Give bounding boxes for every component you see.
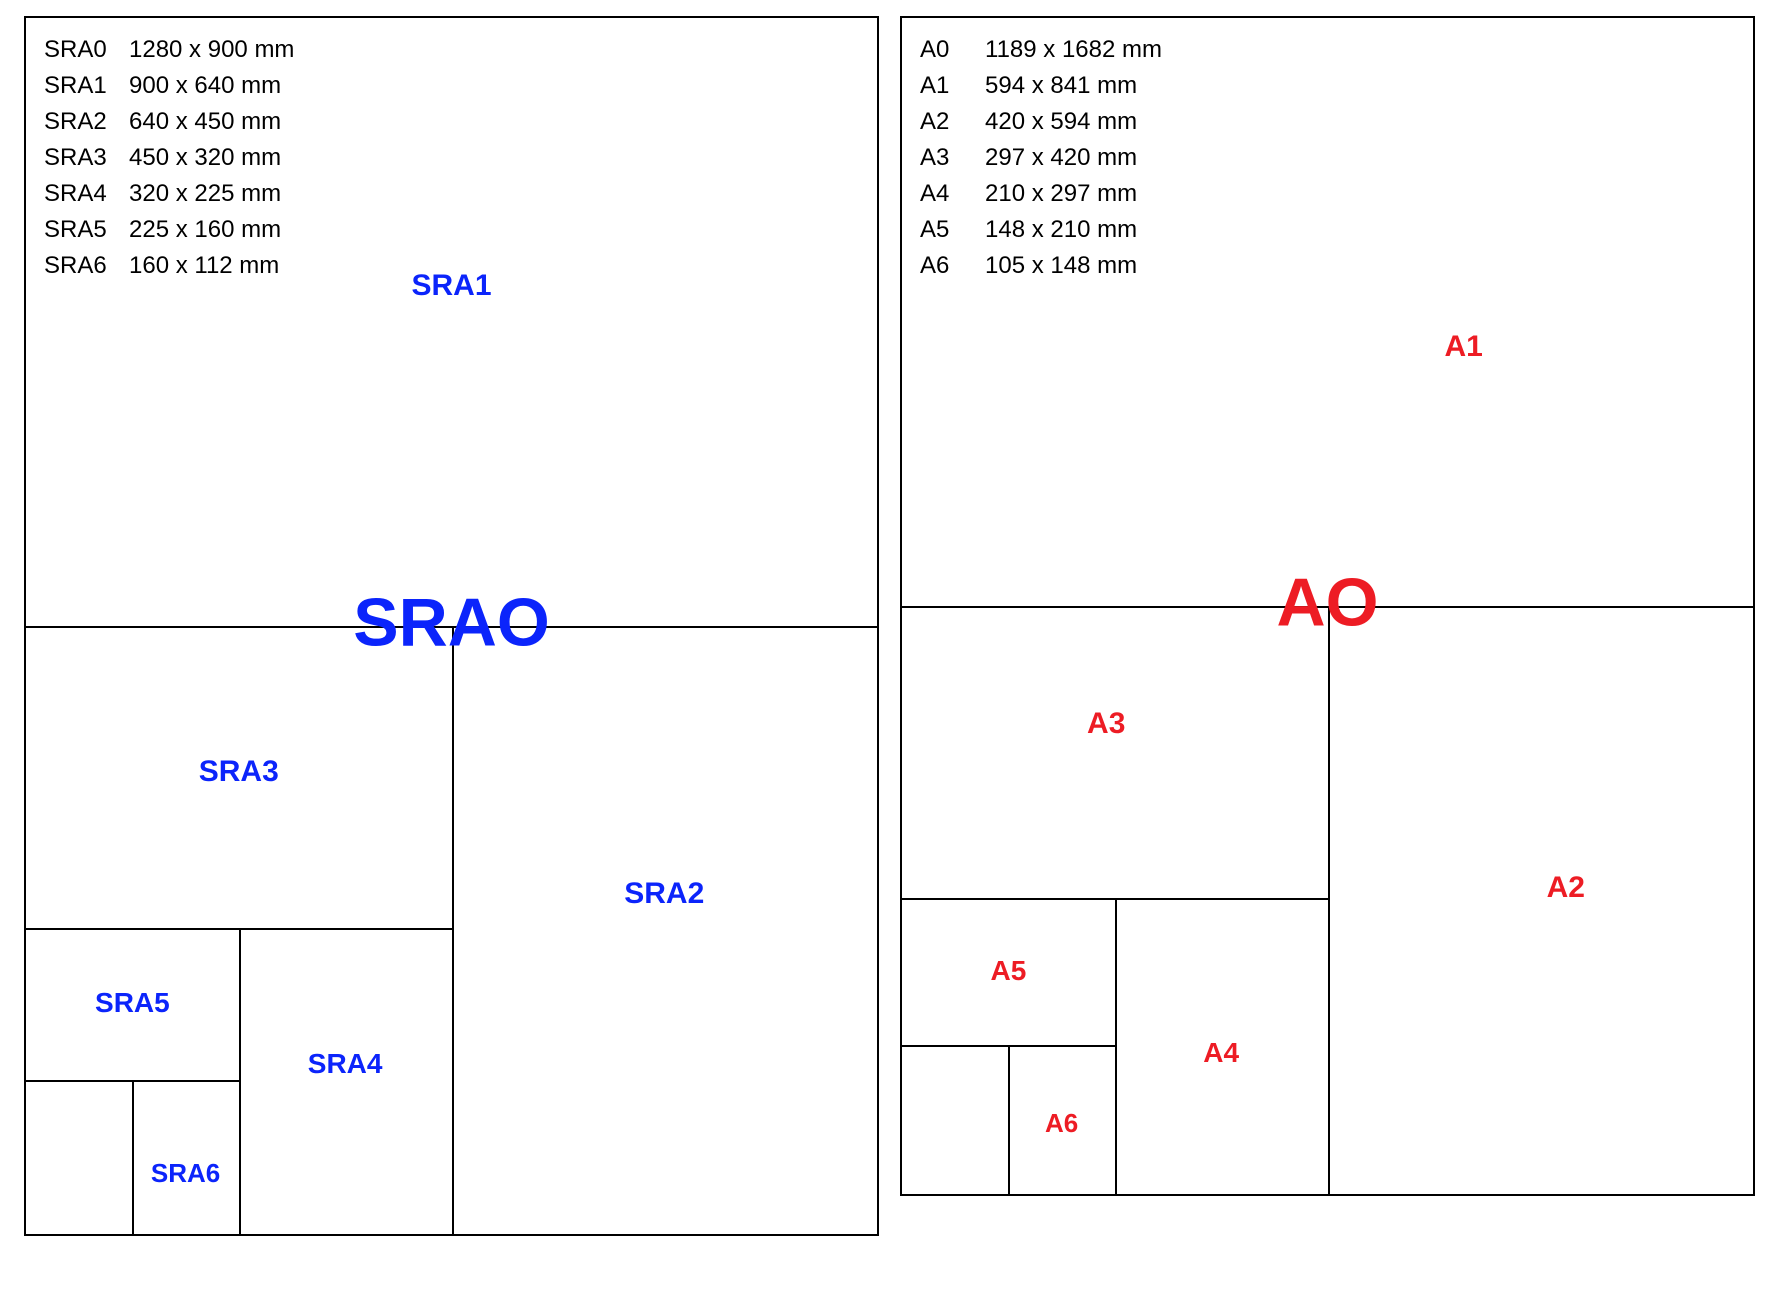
legend-key: SRA5 [44, 212, 129, 248]
legend-value: 900 x 640 mm [129, 68, 281, 104]
legend-row: A6 105 x 148 mm [920, 248, 1162, 284]
legend-row: SRA4 320 x 225 mm [44, 176, 294, 212]
sra5-label: SRA5 [95, 989, 170, 1017]
a2-box [1328, 606, 1754, 1194]
a2-label: A2 [1547, 873, 1585, 903]
legend-value: 420 x 594 mm [985, 104, 1137, 140]
legend-key: A1 [920, 68, 985, 104]
legend-row: SRA5 225 x 160 mm [44, 212, 294, 248]
legend-row: A0 1189 x 1682 mm [920, 32, 1162, 68]
legend-key: SRA1 [44, 68, 129, 104]
a4-label: A4 [1203, 1039, 1239, 1067]
legend-row: A1 594 x 841 mm [920, 68, 1162, 104]
legend-key: A5 [920, 212, 985, 248]
sra-panel: SRA0 1280 x 900 mm SRA1 900 x 640 mm SRA… [24, 16, 879, 1236]
legend-value: 1280 x 900 mm [129, 32, 294, 68]
legend-value: 594 x 841 mm [985, 68, 1137, 104]
legend-row: A4 210 x 297 mm [920, 176, 1162, 212]
a-legend: A0 1189 x 1682 mm A1 594 x 841 mm A2 420… [920, 32, 1162, 284]
sra6-label: SRA6 [151, 1160, 220, 1186]
legend-row: SRA6 160 x 112 mm [44, 248, 294, 284]
a-panel: A0 1189 x 1682 mm A1 594 x 841 mm A2 420… [900, 16, 1755, 1196]
sra3-label: SRA3 [199, 757, 279, 787]
legend-value: 640 x 450 mm [129, 104, 281, 140]
legend-value: 160 x 112 mm [129, 248, 279, 284]
legend-row: A2 420 x 594 mm [920, 104, 1162, 140]
legend-row: A5 148 x 210 mm [920, 212, 1162, 248]
legend-key: SRA4 [44, 176, 129, 212]
legend-row: SRA3 450 x 320 mm [44, 140, 294, 176]
legend-row: SRA1 900 x 640 mm [44, 68, 294, 104]
a3-box [902, 606, 1328, 900]
legend-value: 210 x 297 mm [985, 176, 1137, 212]
legend-value: 320 x 225 mm [129, 176, 281, 212]
sra1-label: SRA1 [411, 271, 491, 301]
legend-key: SRA0 [44, 32, 129, 68]
sra2-label: SRA2 [624, 879, 704, 909]
a3-label: A3 [1087, 709, 1125, 739]
legend-value: 1189 x 1682 mm [985, 32, 1162, 68]
sra-title: SRAO [353, 589, 549, 657]
a-title: AO [1277, 569, 1379, 637]
legend-value: 450 x 320 mm [129, 140, 281, 176]
legend-row: A3 297 x 420 mm [920, 140, 1162, 176]
legend-value: 297 x 420 mm [985, 140, 1137, 176]
legend-value: 148 x 210 mm [985, 212, 1137, 248]
legend-value: 105 x 148 mm [985, 248, 1137, 284]
legend-row: SRA0 1280 x 900 mm [44, 32, 294, 68]
legend-value: 225 x 160 mm [129, 212, 281, 248]
legend-key: A4 [920, 176, 985, 212]
legend-key: SRA2 [44, 104, 129, 140]
legend-row: SRA2 640 x 450 mm [44, 104, 294, 140]
sra4-label: SRA4 [308, 1050, 383, 1078]
legend-key: A3 [920, 140, 985, 176]
sra2-box [452, 626, 878, 1234]
a1-label: A1 [1444, 332, 1482, 362]
legend-key: A6 [920, 248, 985, 284]
legend-key: SRA6 [44, 248, 129, 284]
a6-label: A6 [1045, 1110, 1078, 1136]
legend-key: SRA3 [44, 140, 129, 176]
legend-key: A0 [920, 32, 985, 68]
sra4-box [239, 930, 452, 1234]
sra-legend: SRA0 1280 x 900 mm SRA1 900 x 640 mm SRA… [44, 32, 294, 284]
legend-key: A2 [920, 104, 985, 140]
a5-label: A5 [990, 957, 1026, 985]
